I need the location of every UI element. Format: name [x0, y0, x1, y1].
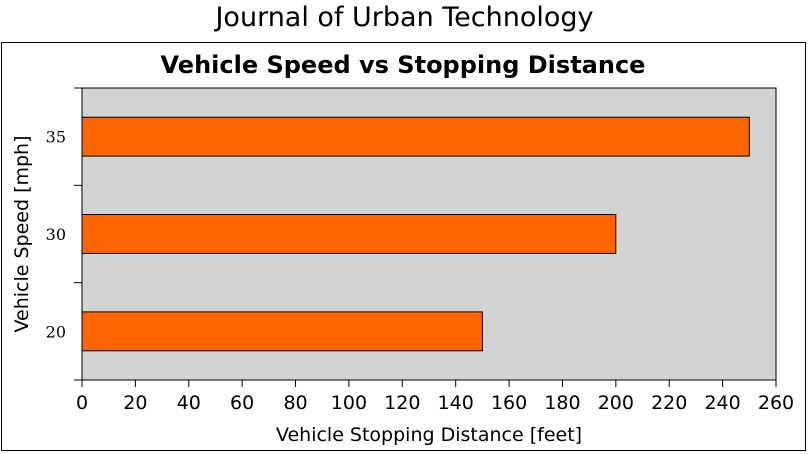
x-tick-label: 100: [331, 392, 367, 414]
bar-30-mph: [81, 214, 617, 254]
x-tick-label: 0: [76, 392, 88, 414]
x-axis-label: Vehicle Stopping Distance [feet]: [276, 424, 582, 446]
x-tick-label: 60: [230, 392, 254, 414]
y-tick-label: 30: [46, 225, 66, 244]
y-axis-label: Vehicle Speed [mph]: [11, 135, 33, 332]
x-tick-label: 220: [651, 392, 687, 414]
bar-35-mph: [81, 116, 750, 157]
x-tick-label: 260: [758, 392, 794, 414]
x-tick-label: 140: [438, 392, 474, 414]
chart-title: Vehicle Speed vs Stopping Distance: [161, 51, 646, 79]
x-tick-label: 180: [544, 392, 580, 414]
x-tick-label: 80: [283, 392, 307, 414]
x-tick-label: 200: [598, 392, 634, 414]
y-tick-label: 35: [46, 128, 66, 147]
x-tick-label: 160: [491, 392, 527, 414]
x-tick-label: 240: [704, 392, 740, 414]
x-tick-label: 40: [177, 392, 201, 414]
y-tick-label: 20: [46, 322, 66, 341]
page-title: Journal of Urban Technology: [215, 2, 594, 33]
x-tick-label: 20: [123, 392, 147, 414]
bar-20-mph: [81, 311, 483, 352]
x-tick-label: 120: [384, 392, 420, 414]
